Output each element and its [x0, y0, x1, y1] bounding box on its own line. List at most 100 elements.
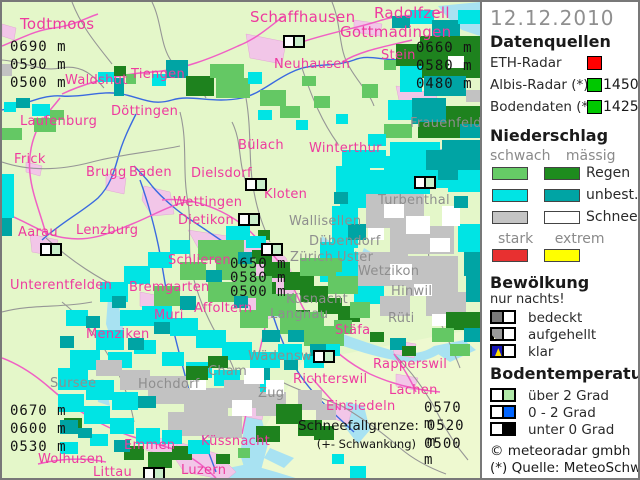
radar-cell	[34, 118, 56, 132]
radar-cell	[114, 66, 126, 76]
radar-cell	[348, 224, 366, 240]
radar-cell	[464, 328, 480, 342]
radar-cell	[418, 122, 460, 138]
radar-cell	[392, 16, 410, 28]
radar-cell	[432, 328, 454, 342]
niederschlag-title: Niederschlag	[490, 126, 609, 145]
town-label-magenta: Stein	[381, 48, 416, 63]
radar-cell	[438, 168, 458, 180]
source-line: (*) Quelle: MeteoSchweiz	[490, 460, 640, 476]
radar-cell	[318, 298, 342, 314]
town-label-magenta: Aarau	[18, 225, 58, 240]
radar-cell	[350, 466, 366, 478]
radar-cell	[450, 344, 470, 356]
radar-cell	[314, 426, 334, 440]
radar-cell	[430, 238, 450, 252]
radar-cell	[206, 270, 222, 282]
radar-cell	[236, 276, 272, 298]
regen-row: Regen	[482, 165, 638, 183]
radar-cell	[2, 174, 14, 218]
town-label-magenta: Küssnacht	[201, 434, 271, 449]
radar-cell	[186, 76, 214, 96]
radar-cell	[148, 452, 172, 468]
radar-cell	[198, 240, 244, 260]
temp-ueber2-label: über 2 Grad	[528, 388, 610, 404]
extrem-header: extrem	[554, 231, 605, 247]
radar-cell	[264, 262, 290, 278]
town-label-magenta: Affoltern	[194, 301, 253, 316]
town-label-magenta: Muri	[154, 308, 184, 323]
town-label-magenta: Richterswil	[293, 372, 368, 387]
radar-cell	[276, 404, 302, 424]
town-label-gray: Uster	[337, 250, 374, 265]
stark-header: stark	[498, 231, 534, 247]
town-label-gray: Langnau	[270, 307, 329, 322]
town-label-gray: Wetzikon	[358, 264, 420, 279]
radar-cell	[362, 84, 378, 98]
radar-cell	[454, 196, 468, 208]
radar-cell	[154, 322, 170, 334]
datasource-label: Bodendaten (*)	[490, 99, 594, 115]
copyright-line: © meteoradar gmbh	[490, 443, 631, 459]
radar-cell	[334, 320, 352, 334]
town-label-magenta: Gottmadingen	[340, 23, 452, 41]
radar-cell	[216, 454, 230, 464]
town-label-magenta: Unterentfelden	[10, 278, 113, 293]
radar-cell	[190, 378, 206, 390]
radar-cell	[284, 360, 298, 370]
bedeckt-row: bedeckt	[490, 310, 638, 326]
radar-cell	[380, 296, 410, 316]
radar-cell	[90, 434, 108, 446]
town-label-gray: Hochdorf	[138, 377, 200, 392]
town-label-magenta: Baden	[129, 165, 172, 180]
snowline-value: 0520 m	[426, 418, 465, 450]
radar-cell	[70, 350, 100, 370]
bedeckt-icon	[490, 310, 516, 324]
radar-cell	[336, 166, 370, 192]
bewoelkung-title: Bewölkung	[490, 273, 590, 292]
bodendaten-swatch	[587, 100, 602, 114]
radar-cell	[110, 418, 134, 434]
radar-cell	[60, 420, 78, 434]
radar-cell	[188, 440, 210, 454]
snowline-value: 0500 m	[424, 436, 462, 468]
radar-cell	[384, 60, 396, 70]
radar-cell	[2, 218, 12, 236]
town-labels-layer: Frauenfeld Turbenthal Wallisellen Dübendorf…	[2, 2, 480, 478]
radar-cell	[162, 430, 182, 444]
radar-cell	[446, 106, 480, 126]
radar-cell	[278, 344, 302, 360]
radar-cell	[114, 78, 124, 96]
aufgehellt-row: aufgehellt	[490, 327, 638, 343]
town-label-magenta: Dietikon	[178, 213, 234, 228]
radar-cell	[466, 276, 480, 302]
bewoelkung-subtitle: nur nachts!	[490, 292, 565, 307]
datasource-time: 1450h	[603, 77, 639, 93]
town-label-magenta: Döttingen	[111, 104, 179, 119]
radar-cell	[238, 448, 250, 458]
radar-cell	[142, 306, 172, 326]
radar-cell	[152, 74, 166, 86]
radar-cell	[464, 252, 480, 276]
snowline-block: 0570 m Schneefallgrenze: 0520 m (+- Schw…	[298, 400, 478, 468]
radar-cell	[154, 286, 180, 306]
radar-cell	[370, 332, 384, 342]
radar-cell	[412, 98, 446, 124]
town-label-magenta: Kloten	[264, 187, 308, 202]
radar-cell	[400, 66, 422, 92]
radar-cell	[208, 356, 228, 368]
albis-radar-swatch	[587, 78, 602, 92]
unbest-label: unbest.	[586, 187, 639, 203]
temp-0bis2-label: 0 - 2 Grad	[528, 405, 596, 421]
datasource-row: ETH-Radar	[490, 55, 603, 71]
radar-cell	[368, 228, 384, 240]
klar-row: klar	[490, 344, 638, 360]
radar-cell	[66, 310, 88, 326]
town-label-gray: Hinwil	[391, 284, 433, 299]
radar-cell	[78, 428, 92, 438]
radar-cell	[166, 60, 188, 78]
town-label-gray: Zürich	[290, 250, 334, 265]
radar-cell	[120, 310, 144, 326]
station-icon	[261, 243, 283, 256]
